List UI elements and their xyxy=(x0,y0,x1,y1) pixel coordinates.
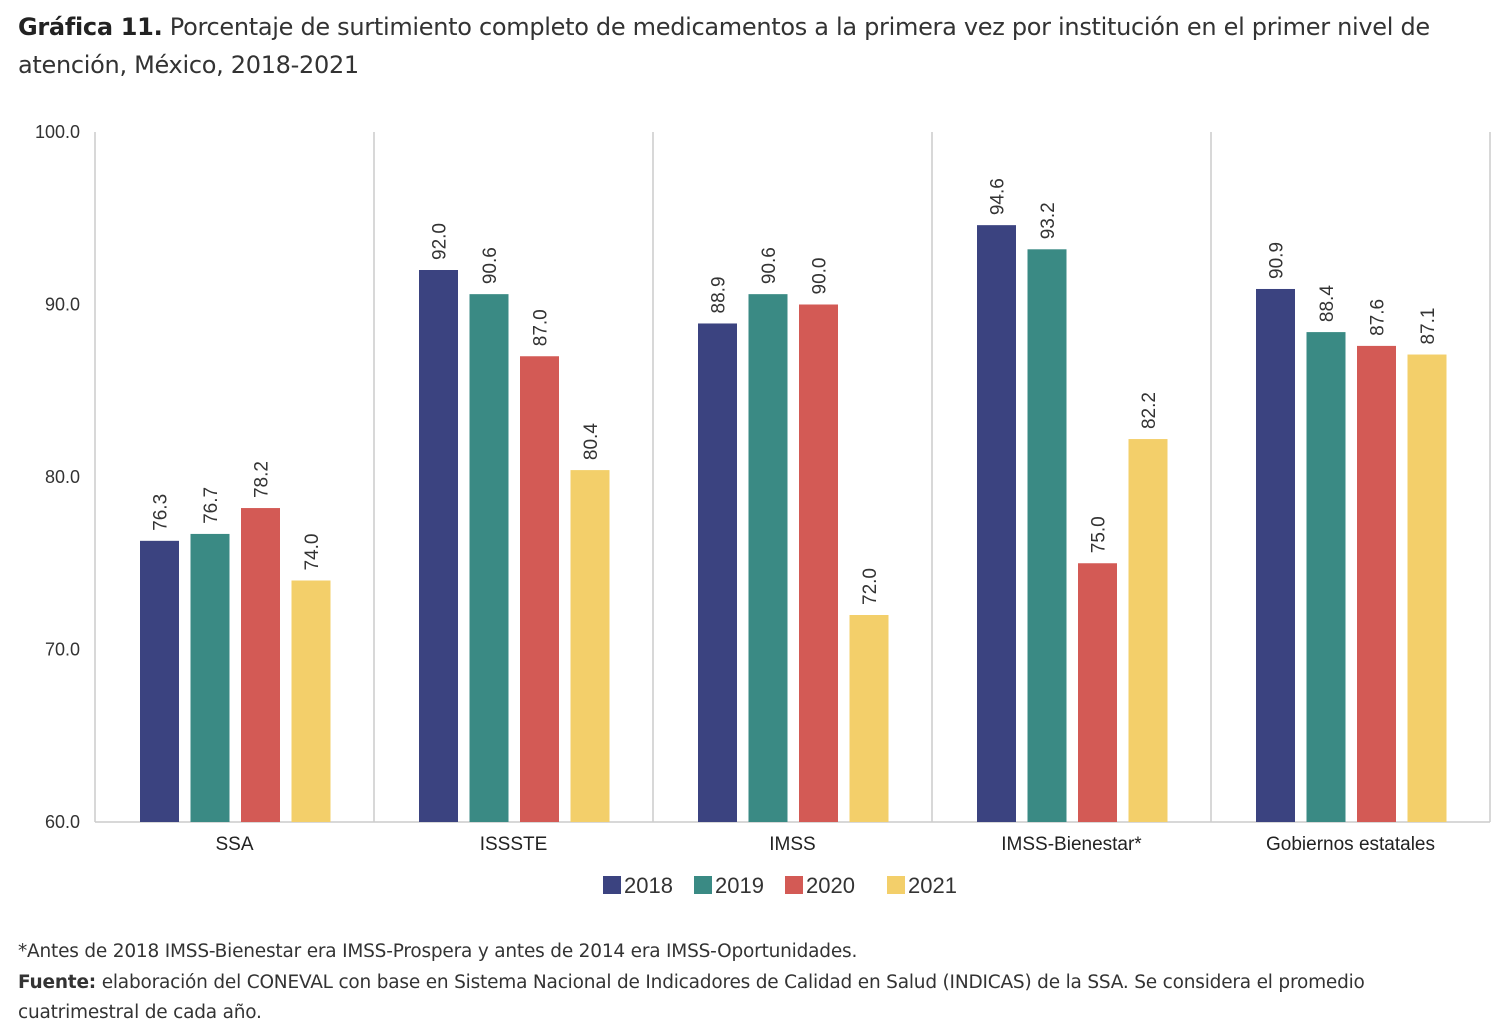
data-label: 92.0 xyxy=(430,223,451,260)
title-text: Porcentaje de surtimiento completo de me… xyxy=(18,13,1430,79)
footnote: *Antes de 2018 IMSS-Bienestar era IMSS-P… xyxy=(18,941,858,962)
data-label: 87.6 xyxy=(1368,299,1389,336)
bar-2019 xyxy=(1306,332,1346,822)
legend-swatch-2021 xyxy=(887,876,905,894)
data-label: 90.0 xyxy=(810,258,831,295)
data-label: 90.9 xyxy=(1267,242,1288,279)
data-label: 88.9 xyxy=(709,276,730,313)
bar-2021 xyxy=(570,470,610,822)
data-label: 75.0 xyxy=(1089,516,1110,553)
bar-2020 xyxy=(1078,563,1117,822)
data-label: 90.6 xyxy=(480,247,501,284)
title-prefix: Gráfica 11. xyxy=(18,13,163,41)
legend-label: 2019 xyxy=(715,873,764,898)
data-label: 82.2 xyxy=(1139,392,1160,429)
category-label: ISSSTE xyxy=(480,834,548,855)
bar-2021 xyxy=(1407,354,1447,822)
data-label: 87.0 xyxy=(531,309,552,346)
bar-2021 xyxy=(1128,439,1168,822)
category-label: Gobiernos estatales xyxy=(1266,834,1435,855)
source-label: Fuente: xyxy=(18,972,96,993)
bar-2021 xyxy=(849,615,889,822)
data-label: 93.2 xyxy=(1038,202,1059,239)
bar-2018 xyxy=(419,270,458,822)
legend-label: 2021 xyxy=(908,873,957,898)
category-label: SSA xyxy=(215,834,253,855)
bar-2020 xyxy=(799,304,838,822)
data-label: 90.6 xyxy=(759,247,780,284)
bar-2019 xyxy=(748,294,788,822)
bar-2021 xyxy=(291,580,331,822)
chart-title: Gráfica 11. Porcentaje de surtimiento co… xyxy=(18,8,1498,84)
bar-2019 xyxy=(469,294,509,822)
y-tick-label: 100.0 xyxy=(35,122,80,142)
y-tick-label: 60.0 xyxy=(45,812,80,832)
category-label: IMSS-Bienestar* xyxy=(1001,834,1142,855)
data-label: 80.4 xyxy=(581,423,602,460)
category-label: IMSS xyxy=(769,834,815,855)
bar-2020 xyxy=(520,356,559,822)
legend-label: 2020 xyxy=(806,873,855,898)
legend-label: 2018 xyxy=(624,873,673,898)
bar-2018 xyxy=(977,225,1016,822)
data-label: 72.0 xyxy=(860,568,881,605)
bar-2020 xyxy=(1357,345,1396,822)
bar-2020 xyxy=(241,508,280,822)
data-label: 76.7 xyxy=(201,487,222,524)
data-label: 76.3 xyxy=(151,494,172,531)
data-label: 74.0 xyxy=(302,534,323,571)
y-tick-label: 90.0 xyxy=(45,295,80,315)
bar-2018 xyxy=(698,323,737,822)
bar-2018 xyxy=(140,540,179,822)
legend-swatch-2018 xyxy=(603,876,621,894)
legend-swatch-2020 xyxy=(785,876,803,894)
bar-2018 xyxy=(1256,288,1295,823)
y-tick-label: 70.0 xyxy=(45,640,80,660)
y-tick-label: 80.0 xyxy=(45,467,80,487)
source-text: elaboración del CONEVAL con base en Sist… xyxy=(18,972,1365,1023)
bar-2019 xyxy=(1027,249,1067,823)
data-label: 94.6 xyxy=(988,178,1009,215)
bar-2019 xyxy=(190,533,230,822)
source-note: Fuente: elaboración del CONEVAL con base… xyxy=(18,968,1458,1028)
legend-swatch-2019 xyxy=(694,876,712,894)
data-label: 78.2 xyxy=(252,461,273,498)
data-label: 87.1 xyxy=(1418,308,1439,345)
data-label: 88.4 xyxy=(1317,285,1338,322)
